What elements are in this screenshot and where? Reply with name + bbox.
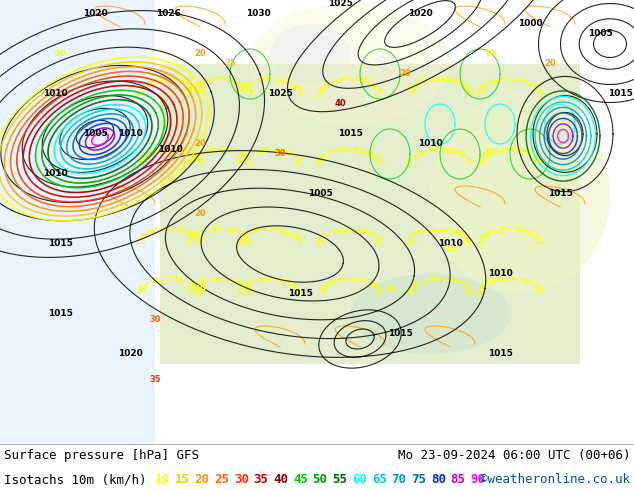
Text: 30: 30 (275, 149, 286, 158)
Ellipse shape (430, 94, 610, 294)
Text: 25: 25 (224, 59, 236, 69)
Text: 1010: 1010 (42, 170, 67, 178)
Text: 45: 45 (293, 473, 308, 487)
Text: 1020: 1020 (408, 9, 432, 19)
Text: 1020: 1020 (118, 349, 143, 359)
Text: 30: 30 (234, 473, 249, 487)
Text: 1010: 1010 (488, 270, 512, 278)
Text: 1010: 1010 (42, 90, 67, 98)
Text: 1015: 1015 (288, 290, 313, 298)
Text: 20: 20 (399, 70, 411, 78)
Text: 1030: 1030 (245, 9, 270, 19)
Text: 80: 80 (431, 473, 446, 487)
Text: 20: 20 (194, 49, 206, 58)
Text: 25: 25 (214, 473, 229, 487)
Ellipse shape (270, 24, 350, 84)
Text: 20: 20 (194, 210, 206, 219)
FancyBboxPatch shape (160, 64, 580, 364)
Text: 1025: 1025 (328, 0, 353, 8)
Text: 1025: 1025 (268, 90, 292, 98)
Text: 1015: 1015 (337, 129, 363, 139)
Text: 1010: 1010 (118, 129, 143, 139)
Text: 1015: 1015 (488, 349, 512, 359)
Text: 15: 15 (175, 473, 190, 487)
Text: 10: 10 (54, 49, 66, 58)
Text: 1015: 1015 (387, 329, 413, 339)
Text: 1010: 1010 (158, 145, 183, 153)
FancyBboxPatch shape (0, 0, 155, 444)
Text: 65: 65 (372, 473, 387, 487)
Text: 85: 85 (451, 473, 465, 487)
Text: 90: 90 (470, 473, 485, 487)
Text: 1005: 1005 (307, 190, 332, 198)
Text: 10: 10 (484, 49, 496, 58)
Text: 10: 10 (444, 245, 456, 253)
Text: 10: 10 (155, 473, 170, 487)
Text: 40: 40 (334, 99, 346, 108)
Text: 1015: 1015 (48, 240, 72, 248)
Text: 1026: 1026 (155, 9, 181, 19)
Ellipse shape (350, 274, 510, 354)
Text: 1015: 1015 (548, 190, 573, 198)
Text: 10: 10 (194, 285, 206, 294)
Text: Mo 23-09-2024 06:00 UTC (00+06): Mo 23-09-2024 06:00 UTC (00+06) (398, 449, 630, 462)
Text: 1010: 1010 (418, 140, 443, 148)
Text: 70: 70 (391, 473, 406, 487)
Text: Isotachs 10m (km/h): Isotachs 10m (km/h) (4, 473, 146, 487)
Text: 35: 35 (254, 473, 269, 487)
Text: 75: 75 (411, 473, 426, 487)
Text: 1005: 1005 (588, 29, 612, 39)
Text: 1015: 1015 (607, 90, 633, 98)
Text: 10: 10 (384, 285, 396, 294)
Text: 60: 60 (352, 473, 367, 487)
Text: 40: 40 (273, 473, 288, 487)
Text: 1015: 1015 (48, 310, 72, 318)
Text: 1005: 1005 (82, 129, 107, 139)
Text: 55: 55 (332, 473, 347, 487)
Text: 50: 50 (313, 473, 328, 487)
Text: 10: 10 (484, 149, 496, 158)
Text: 1010: 1010 (437, 240, 462, 248)
Text: 20: 20 (544, 59, 556, 69)
Text: ©weatheronline.co.uk: ©weatheronline.co.uk (480, 473, 630, 487)
Text: 20: 20 (194, 140, 206, 148)
Text: 35: 35 (149, 374, 161, 384)
Text: 20: 20 (195, 473, 209, 487)
Text: 1000: 1000 (518, 20, 542, 28)
Text: Surface pressure [hPa] GFS: Surface pressure [hPa] GFS (4, 449, 199, 462)
Text: 1020: 1020 (82, 9, 107, 19)
Ellipse shape (250, 4, 450, 124)
Text: 30: 30 (149, 315, 161, 323)
